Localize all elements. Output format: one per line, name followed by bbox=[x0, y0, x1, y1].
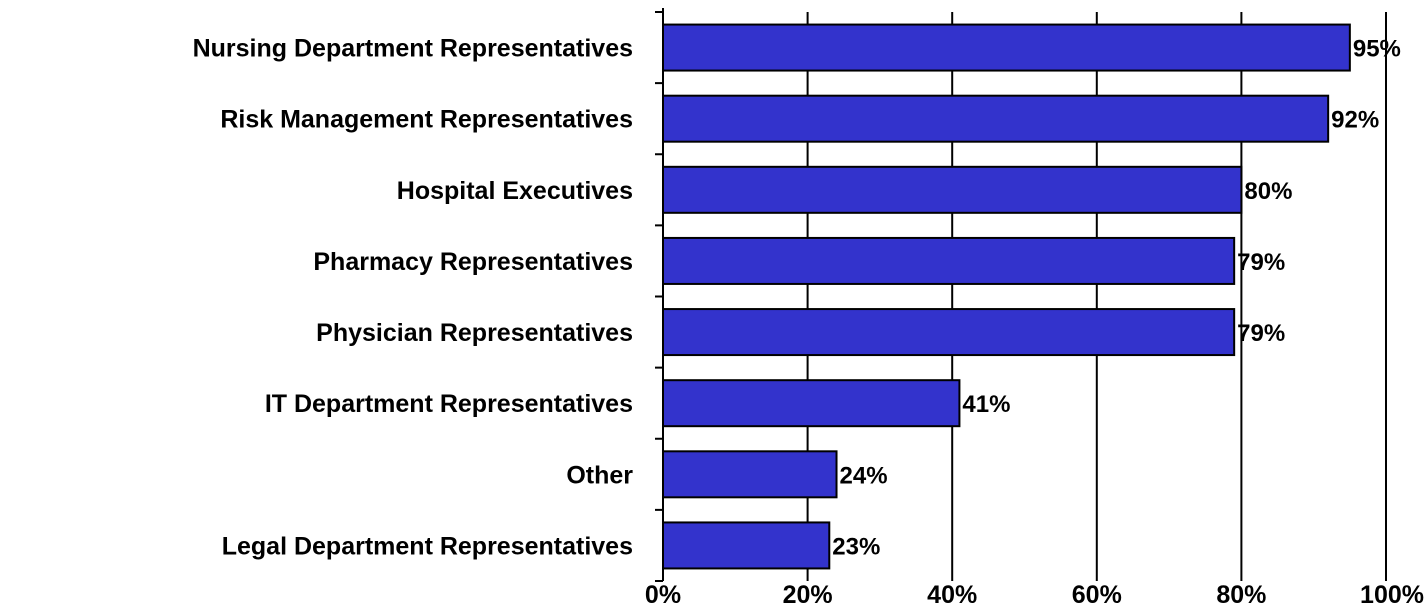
category-label: Physician Representatives bbox=[316, 319, 633, 347]
bar bbox=[662, 165, 1243, 214]
bar bbox=[662, 521, 831, 570]
category-label: Hospital Executives bbox=[397, 177, 633, 205]
data-label: 79% bbox=[1237, 320, 1285, 347]
data-label: 79% bbox=[1237, 249, 1285, 276]
category-label: IT Department Representatives bbox=[265, 390, 633, 418]
x-tick-label: 60% bbox=[1072, 581, 1122, 608]
category-label: Legal Department Representatives bbox=[222, 532, 633, 560]
category-label: Other bbox=[566, 461, 633, 489]
bar bbox=[662, 94, 1330, 143]
bar bbox=[662, 308, 1236, 357]
x-tick-label: 20% bbox=[783, 581, 833, 608]
x-tick-label: 0% bbox=[645, 581, 681, 608]
bar bbox=[662, 450, 838, 499]
x-tick-label: 80% bbox=[1216, 581, 1266, 608]
category-label: Nursing Department Representatives bbox=[193, 35, 633, 63]
x-tick-label: 100% bbox=[1360, 581, 1424, 608]
data-label: 80% bbox=[1244, 178, 1292, 205]
data-label: 95% bbox=[1353, 36, 1401, 63]
data-label: 41% bbox=[962, 391, 1010, 418]
bar bbox=[662, 379, 961, 428]
category-label: Risk Management Representatives bbox=[220, 106, 633, 134]
bar bbox=[662, 23, 1351, 72]
data-label: 23% bbox=[832, 533, 880, 560]
x-tick-label: 40% bbox=[927, 581, 977, 608]
bar bbox=[662, 236, 1236, 285]
data-label: 92% bbox=[1331, 107, 1379, 134]
data-label: 24% bbox=[840, 462, 888, 489]
category-label: Pharmacy Representatives bbox=[313, 248, 633, 276]
